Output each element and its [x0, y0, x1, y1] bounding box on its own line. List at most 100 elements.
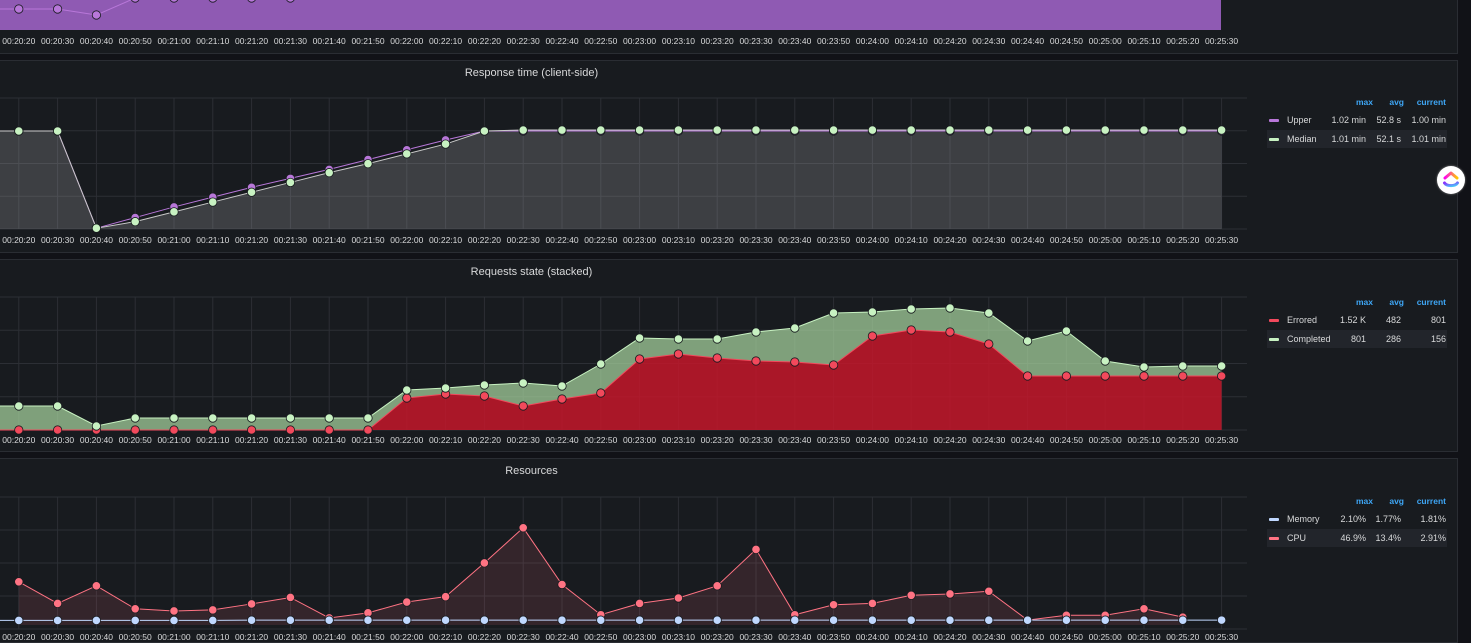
- cpu-point: [403, 598, 411, 606]
- completed-point: [1101, 357, 1109, 365]
- legend-header-current[interactable]: current: [1416, 97, 1446, 107]
- errored-point: [1062, 372, 1070, 380]
- memory-point: [325, 616, 333, 624]
- legend-swatch[interactable]: [1269, 319, 1279, 322]
- memory-point: [1062, 616, 1070, 624]
- legend-header-max[interactable]: max: [1355, 496, 1373, 506]
- memory-point: [1179, 616, 1187, 624]
- x-tick-label: 00:24:00: [856, 632, 889, 642]
- clickup-extension-icon[interactable]: [1437, 166, 1465, 194]
- completed-point: [1140, 363, 1148, 371]
- median-point: [635, 126, 643, 134]
- memory-point: [674, 616, 682, 624]
- legend-series-name[interactable]: Errored: [1287, 315, 1317, 325]
- legend-series-name[interactable]: Memory: [1287, 514, 1320, 524]
- median-point: [791, 126, 799, 134]
- x-tick-label: 00:20:40: [80, 632, 113, 642]
- x-tick-label: 00:23:30: [739, 435, 772, 445]
- x-tick-label: 00:24:10: [895, 36, 928, 46]
- legend-header-current[interactable]: current: [1416, 297, 1446, 307]
- x-tick-label: 00:24:50: [1050, 36, 1083, 46]
- x-tick-label: 00:23:00: [623, 36, 656, 46]
- legend-header-avg[interactable]: avg: [1386, 97, 1404, 107]
- x-tick-label: 00:22:30: [507, 632, 540, 642]
- x-tick-label: 00:24:00: [856, 435, 889, 445]
- memory-point: [1023, 616, 1031, 624]
- x-tick-label: 00:22:00: [390, 36, 423, 46]
- legend-swatch[interactable]: [1269, 338, 1279, 341]
- memory-point: [480, 616, 488, 624]
- x-tick-label: 00:24:40: [1011, 36, 1044, 46]
- memory-point: [558, 616, 566, 624]
- x-tick-label: 00:24:30: [972, 235, 1005, 245]
- cpu-point: [53, 599, 61, 607]
- x-tick-label: 00:20:40: [80, 235, 113, 245]
- legend-swatch[interactable]: [1269, 119, 1279, 122]
- memory-point: [519, 616, 527, 624]
- legend-swatch[interactable]: [1269, 537, 1279, 540]
- legend-series-name[interactable]: Upper: [1287, 115, 1312, 125]
- legend-swatch[interactable]: [1269, 518, 1279, 521]
- median-point: [1179, 126, 1187, 134]
- completed-point: [441, 384, 449, 392]
- cpu-point: [674, 594, 682, 602]
- x-tick-label: 00:23:50: [817, 632, 850, 642]
- legend-header-avg[interactable]: avg: [1386, 496, 1404, 506]
- cpu-point: [519, 524, 527, 532]
- x-tick-label: 00:22:30: [507, 36, 540, 46]
- legend-header-max[interactable]: max: [1355, 297, 1373, 307]
- median-point: [829, 126, 837, 134]
- completed-point: [92, 422, 100, 430]
- cpu-point: [15, 578, 23, 586]
- legend-series-name[interactable]: Median: [1287, 134, 1317, 144]
- completed-point: [519, 379, 527, 387]
- completed-point: [791, 324, 799, 332]
- legend-series-name[interactable]: CPU: [1287, 533, 1306, 543]
- legend-header-avg[interactable]: avg: [1386, 297, 1404, 307]
- cpu-point: [1140, 605, 1148, 613]
- x-tick-label: 00:21:20: [235, 435, 268, 445]
- cpu-point: [131, 605, 139, 613]
- x-tick-label: 00:21:50: [351, 36, 384, 46]
- legend-series-name[interactable]: Completed: [1287, 334, 1331, 344]
- x-tick-label: 00:21:20: [235, 36, 268, 46]
- errored-point: [674, 350, 682, 358]
- errored-point: [1140, 372, 1148, 380]
- errored-point: [635, 355, 643, 363]
- completed-point: [1179, 362, 1187, 370]
- errored-point: [907, 326, 915, 334]
- completed-point: [364, 414, 372, 422]
- legend-value-avg: 286: [1386, 334, 1401, 344]
- median-point: [558, 126, 566, 134]
- x-tick-label: 00:22:30: [507, 435, 540, 445]
- x-tick-label: 00:22:10: [429, 632, 462, 642]
- legend-header-current[interactable]: current: [1416, 496, 1446, 506]
- memory-point: [441, 616, 449, 624]
- x-tick-label: 00:24:40: [1011, 435, 1044, 445]
- x-tick-label: 00:20:50: [119, 36, 152, 46]
- median-point: [131, 217, 139, 225]
- legend-swatch[interactable]: [1269, 138, 1279, 141]
- x-tick-label: 00:24:50: [1050, 435, 1083, 445]
- x-tick-label: 00:24:10: [895, 632, 928, 642]
- completed-point: [286, 414, 294, 422]
- x-tick-label: 00:23:50: [817, 435, 850, 445]
- cpu-point: [985, 587, 993, 595]
- x-tick-label: 00:22:00: [390, 632, 423, 642]
- legend-header-max[interactable]: max: [1355, 97, 1373, 107]
- median-point: [519, 126, 527, 134]
- x-tick-label: 00:25:10: [1127, 235, 1160, 245]
- median-point: [325, 168, 333, 176]
- errored-point: [868, 332, 876, 340]
- x-tick-label: 00:25:20: [1166, 632, 1199, 642]
- x-tick-label: 00:24:50: [1050, 632, 1083, 642]
